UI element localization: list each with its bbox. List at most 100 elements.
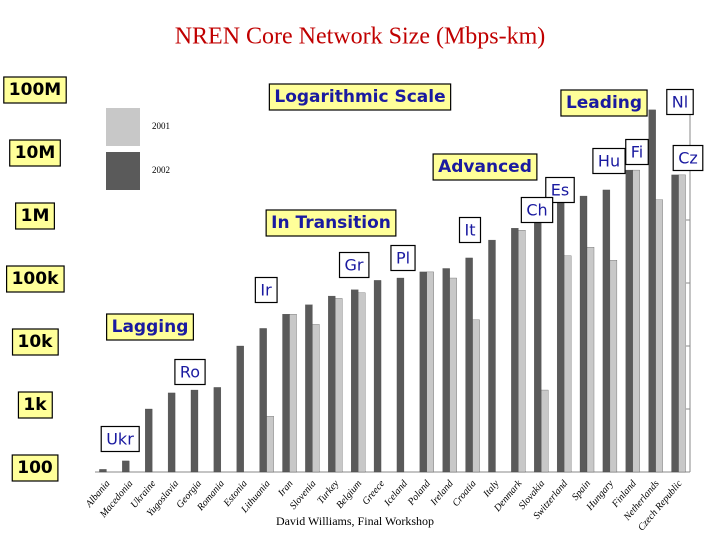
group-label: Leading	[566, 93, 642, 113]
bar	[648, 109, 656, 473]
bar	[213, 387, 222, 473]
country-code: It	[465, 221, 476, 240]
y-tick-label-box	[17, 391, 53, 419]
y-tick-label-box	[11, 454, 59, 482]
bar	[442, 268, 450, 473]
y-tick-label-box	[11, 328, 59, 356]
group-label-box	[560, 89, 648, 117]
bar	[335, 298, 343, 473]
x-tick-label: Poland	[405, 478, 433, 509]
y-tick-label-box	[6, 265, 65, 293]
country-code-box	[520, 196, 554, 224]
bar	[609, 260, 618, 473]
country-code: Ch	[526, 201, 547, 220]
bar	[511, 228, 519, 473]
legend-label: 2001	[152, 121, 170, 131]
bar	[305, 304, 313, 473]
x-tick-label: Belgium	[334, 478, 364, 511]
x-tick-label: Italy	[481, 478, 502, 500]
bar	[602, 189, 611, 473]
country-code: Pl	[396, 249, 410, 268]
legend-label: 2002	[152, 165, 170, 175]
country-code-box	[100, 425, 140, 453]
country-code: Gr	[345, 256, 364, 275]
bar	[190, 389, 199, 473]
country-code: Es	[551, 181, 569, 200]
country-code-box	[625, 138, 649, 166]
group-label-box	[265, 209, 397, 237]
bar	[472, 319, 480, 473]
group-label: Logarithmic Scale	[274, 87, 445, 107]
group-label-box	[106, 313, 194, 341]
group-label: In Transition	[271, 213, 391, 233]
bar	[99, 469, 107, 473]
country-code-box	[338, 251, 370, 279]
country-code-box	[174, 358, 206, 386]
y-tick-label: 1k	[23, 395, 47, 415]
chart-title: NREN Core Network Size (Mbps-km)	[175, 24, 546, 50]
bar	[563, 255, 572, 473]
country-code: Ro	[180, 363, 200, 382]
bar	[396, 277, 405, 473]
bar	[358, 292, 366, 473]
country-code: Ir	[260, 281, 272, 300]
y-tick-label-box	[3, 76, 67, 104]
y-tick-label: 10M	[15, 143, 56, 163]
country-code-box	[666, 88, 694, 116]
group-label: Lagging	[112, 317, 189, 337]
group-label-box	[268, 83, 452, 111]
country-code: Fi	[631, 143, 643, 162]
y-tick-label: 1M	[21, 206, 50, 226]
bar	[671, 174, 679, 473]
bar	[488, 239, 496, 473]
bar	[419, 271, 427, 473]
bar	[586, 247, 595, 473]
country-code-box	[254, 276, 278, 304]
footer: David Williams, Final Workshop	[276, 514, 434, 528]
bar	[328, 295, 336, 473]
bar	[534, 206, 542, 473]
bar	[266, 416, 274, 473]
bar	[122, 460, 130, 473]
country-code: Nl	[672, 93, 688, 112]
country-code-box	[458, 216, 482, 244]
bar	[259, 328, 267, 473]
y-tick-label-box	[15, 202, 55, 230]
country-code: Hu	[598, 152, 620, 171]
bar	[167, 392, 176, 473]
country-code-box	[672, 144, 704, 172]
bar	[426, 271, 434, 473]
bar	[518, 230, 526, 473]
y-tick-label: 100	[17, 458, 53, 478]
bar	[632, 169, 640, 473]
bar	[579, 195, 588, 473]
bar	[145, 408, 153, 473]
x-tick-label: Iran	[275, 478, 295, 499]
bar	[465, 257, 473, 473]
bar	[351, 289, 359, 473]
bar	[678, 174, 686, 473]
x-tick-label: Iceland	[382, 478, 411, 510]
bar	[655, 199, 663, 473]
y-tick-label: 100k	[12, 269, 59, 289]
y-tick-label: 10k	[18, 332, 54, 352]
bar	[312, 324, 320, 473]
bar	[282, 314, 290, 473]
country-code: Cz	[678, 149, 698, 168]
y-tick-label-box	[9, 139, 61, 167]
bar	[449, 277, 457, 473]
legend-swatch	[106, 108, 140, 146]
x-tick-label: Croatia	[450, 478, 478, 509]
group-label-box	[432, 153, 538, 181]
bar	[625, 169, 633, 473]
country-code-box	[592, 147, 626, 175]
bar	[373, 280, 382, 473]
y-tick-label: 100M	[9, 80, 61, 100]
legend-swatch	[106, 152, 140, 190]
bar	[541, 389, 549, 473]
group-label: Advanced	[438, 157, 532, 177]
bar	[236, 345, 244, 473]
bar	[289, 314, 297, 473]
country-code-box	[390, 244, 416, 272]
